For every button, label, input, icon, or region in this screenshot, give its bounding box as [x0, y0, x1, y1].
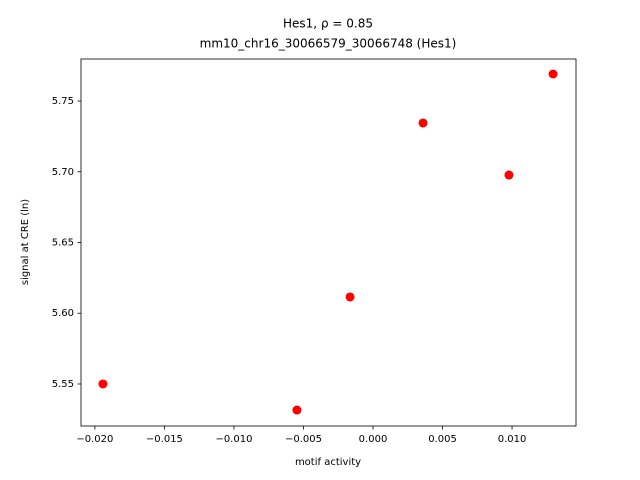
chart-title: Hes1, ρ = 0.85 [283, 17, 373, 31]
y-tick-label: 5.70 [52, 167, 74, 178]
chart-subtitle: mm10_chr16_30066579_30066748 (Hes1) [200, 37, 457, 51]
x-tick-label: −0.020 [76, 434, 113, 445]
x-tick-label: −0.005 [285, 434, 322, 445]
point [548, 69, 558, 79]
point [418, 118, 428, 128]
point [292, 405, 302, 415]
point [98, 379, 108, 389]
y-tick-label: 5.55 [52, 379, 74, 390]
y-tick-label: 5.75 [52, 96, 74, 107]
x-tick-label: 0.005 [428, 434, 457, 445]
point [345, 292, 355, 302]
x-axis-label: motif activity [295, 457, 361, 468]
y-axis-label: signal at CRE (ln) [20, 199, 31, 285]
x-tick-label: −0.010 [215, 434, 252, 445]
x-tick-label: 0.010 [498, 434, 527, 445]
y-tick-label: 5.60 [52, 308, 74, 319]
x-tick-label: 0.000 [359, 434, 388, 445]
plot-frame [80, 58, 577, 427]
x-tick-label: −0.015 [146, 434, 183, 445]
point [504, 170, 514, 180]
y-tick-label: 5.65 [52, 238, 74, 249]
